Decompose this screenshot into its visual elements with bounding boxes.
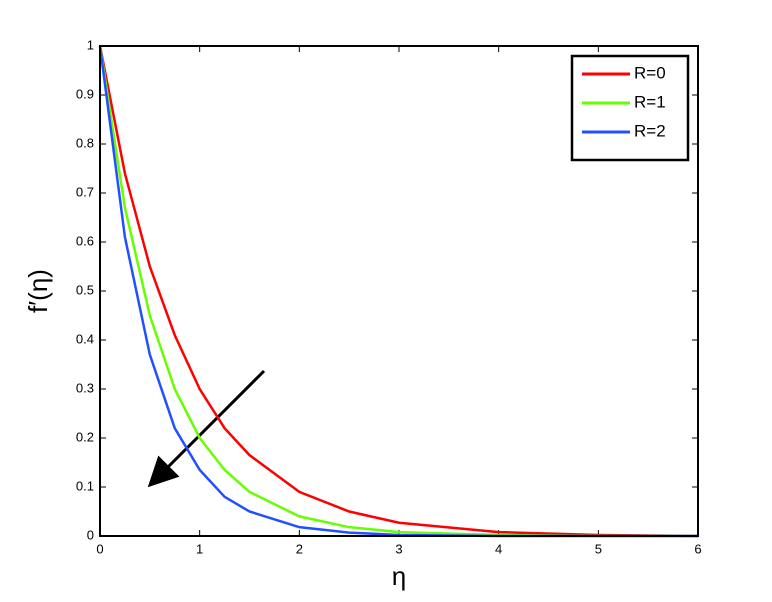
x-tick-label: 3 <box>395 541 402 556</box>
y-tick-label: 0 <box>87 527 94 542</box>
legend-box <box>570 54 690 162</box>
y-tick-label: 0.7 <box>76 184 94 199</box>
arrow <box>147 369 266 488</box>
y-tick-label: 0.5 <box>76 282 94 297</box>
x-tick-label: 1 <box>196 541 203 556</box>
legend-label: R=2 <box>634 121 666 140</box>
line <box>98 45 699 538</box>
x-tick-label: 2 <box>296 541 303 556</box>
plot-frame <box>99 45 699 537</box>
y-tick-label: 0.6 <box>76 233 94 248</box>
legend-label: R=0 <box>634 63 666 82</box>
y-tick-label: 0.2 <box>76 429 94 444</box>
x-tick-label: 6 <box>694 541 701 556</box>
y-tick-label: 0.3 <box>76 380 94 395</box>
y-axis-label: f′(η) <box>23 269 53 313</box>
legend-label: R=1 <box>634 92 666 111</box>
y-tick-label: 0.1 <box>76 478 94 493</box>
y-tick-label: 0.9 <box>76 86 94 101</box>
x-tick-label: 5 <box>595 541 602 556</box>
x-tick-label: 4 <box>495 541 502 556</box>
y-tick-label: 0.4 <box>76 331 94 346</box>
y-tick-label: 0.8 <box>76 135 94 150</box>
x-tick-label: 0 <box>96 541 103 556</box>
x-axis-label: η <box>392 561 406 591</box>
y-tick-label: 1 <box>87 37 94 52</box>
